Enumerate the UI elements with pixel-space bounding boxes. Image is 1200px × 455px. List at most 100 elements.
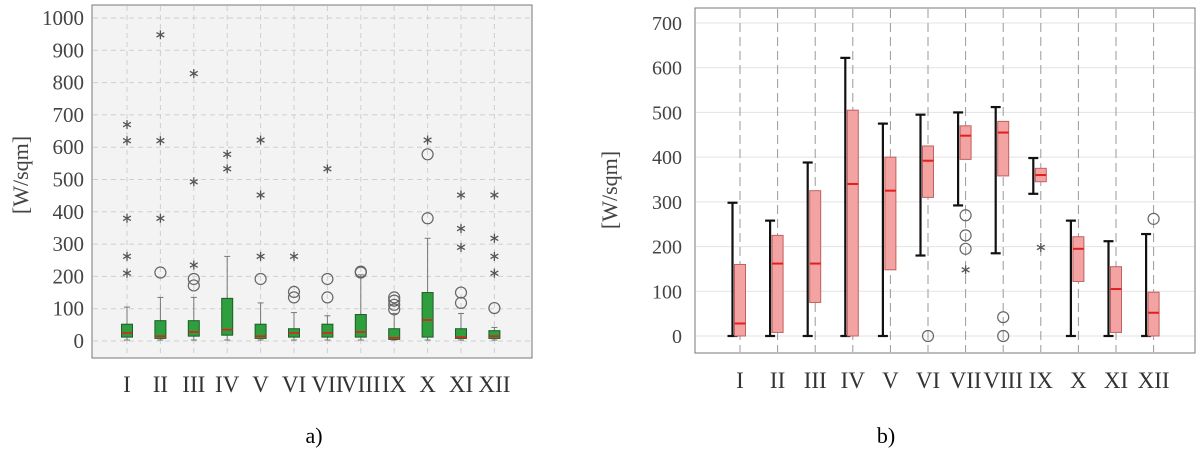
outlier-circle <box>421 212 434 225</box>
extreme-star <box>122 268 132 278</box>
box-iqr <box>187 320 200 337</box>
outlier-circle <box>959 242 972 255</box>
y-tick-label: 400 <box>53 200 85 224</box>
box-iqr <box>121 323 133 338</box>
box-III <box>802 161 822 338</box>
x-tick-label: IV <box>841 368 866 393</box>
outlier-circle <box>421 148 434 161</box>
x-tick-label: VII <box>950 368 982 393</box>
box-iqr <box>734 263 746 337</box>
x-tick-label: X <box>1070 368 1087 393</box>
box-iqr <box>922 145 934 198</box>
box-IV <box>840 56 859 338</box>
outlier-circle <box>997 329 1010 343</box>
box-iqr <box>1147 291 1160 337</box>
outlier-circle <box>1147 212 1160 225</box>
panel-b-label: b) <box>877 423 895 448</box>
box-IX <box>1028 156 1047 252</box>
extreme-star <box>189 69 199 79</box>
panel-b-grid <box>696 9 1194 352</box>
y-tick-label: 300 <box>652 192 682 214</box>
panel-a-plot-area <box>91 4 533 359</box>
extreme-star <box>456 190 466 200</box>
box-iqr <box>1110 266 1122 333</box>
panel-a-label: a) <box>305 423 322 448</box>
box-XI <box>454 190 468 341</box>
extreme-star <box>1036 242 1046 252</box>
outlier-circle <box>154 266 167 279</box>
box-X <box>1065 219 1085 338</box>
extreme-star <box>289 251 299 261</box>
outlier-circle <box>959 209 972 222</box>
x-tick-label: II <box>153 372 168 397</box>
outlier-circle <box>997 311 1010 324</box>
outlier-circle <box>388 294 401 307</box>
extreme-star <box>323 164 332 174</box>
panel-b-y-ticks: 0 100 200 300 400 500 600 700 <box>652 13 682 348</box>
y-tick-label: 700 <box>53 103 85 127</box>
x-tick-label: I <box>736 368 744 393</box>
outlier-circle <box>354 265 367 278</box>
box-II <box>765 219 784 338</box>
extreme-star <box>256 251 265 261</box>
outlier-circle <box>287 291 301 304</box>
x-tick-label: X <box>419 372 436 397</box>
y-tick-label: 0 <box>672 326 682 348</box>
outlier-circle <box>321 291 334 304</box>
extreme-star <box>423 135 432 145</box>
extreme-star <box>222 164 232 174</box>
y-tick-label: 900 <box>53 38 85 62</box>
extreme-star <box>156 136 165 146</box>
box-iqr <box>221 297 234 336</box>
extreme-star <box>122 120 132 130</box>
box-II <box>154 30 167 341</box>
y-tick-label: 800 <box>53 71 85 95</box>
x-tick-label: III <box>804 368 827 393</box>
box-I <box>727 201 746 338</box>
y-tick-label: 500 <box>53 168 85 192</box>
box-V <box>254 135 267 341</box>
extreme-star <box>122 213 132 223</box>
outlier-circle <box>388 298 401 311</box>
extreme-star <box>490 190 499 200</box>
outlier-circle <box>187 272 200 286</box>
box-VIII <box>990 105 1010 343</box>
x-tick-label: IX <box>382 372 407 397</box>
outlier-circle <box>321 272 334 286</box>
x-tick-label: XI <box>1104 368 1128 393</box>
box-iqr <box>771 234 784 333</box>
box-iqr <box>1072 236 1085 282</box>
outlier-circle <box>454 286 468 299</box>
outlier-circle <box>187 279 200 292</box>
outlier-circle <box>388 291 401 304</box>
x-tick-label: I <box>123 372 131 397</box>
y-tick-label: 200 <box>652 237 682 259</box>
y-tick-label: 600 <box>652 58 682 80</box>
panel-a-y-axis-label: [W/sqm] <box>8 136 33 214</box>
box-iqr <box>421 292 434 338</box>
extreme-star <box>156 213 165 223</box>
extreme-star <box>122 251 132 261</box>
box-iqr <box>254 323 267 339</box>
extreme-star <box>256 135 265 145</box>
box-iqr <box>154 320 167 339</box>
box-I <box>121 120 133 341</box>
x-tick-label: VIII <box>341 372 381 397</box>
y-tick-label: 0 <box>74 329 85 353</box>
box-VIII <box>354 265 367 341</box>
x-tick-label: V <box>252 372 269 397</box>
y-tick-label: 100 <box>652 281 682 303</box>
extreme-star <box>189 177 199 187</box>
box-iqr <box>488 330 501 339</box>
extreme-star <box>122 136 132 146</box>
box-iqr <box>809 190 822 303</box>
box-X <box>421 135 434 341</box>
extreme-star <box>256 190 265 200</box>
box-VI <box>915 113 935 343</box>
x-tick-label: IX <box>1029 368 1054 393</box>
box-iqr <box>455 328 467 339</box>
box-XII <box>1141 212 1160 338</box>
